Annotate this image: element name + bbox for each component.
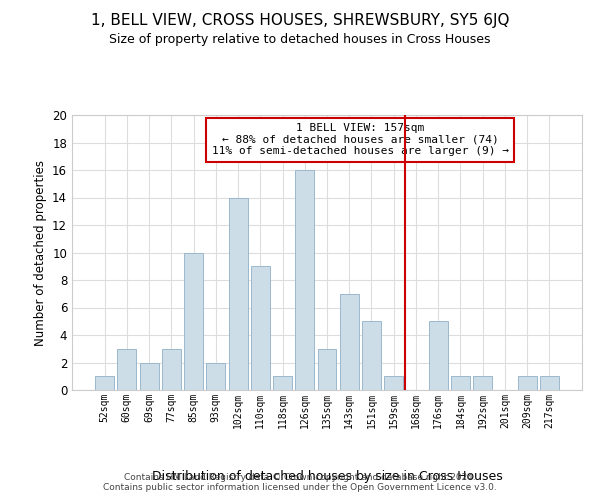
Text: Size of property relative to detached houses in Cross Houses: Size of property relative to detached ho… xyxy=(109,32,491,46)
Bar xyxy=(295,170,314,390)
Bar xyxy=(162,349,181,390)
Bar xyxy=(118,349,136,390)
X-axis label: Distribution of detached houses by size in Cross Houses: Distribution of detached houses by size … xyxy=(152,470,502,482)
Y-axis label: Number of detached properties: Number of detached properties xyxy=(34,160,47,346)
Bar xyxy=(317,349,337,390)
Bar xyxy=(95,376,114,390)
Bar xyxy=(451,376,470,390)
Bar xyxy=(140,362,158,390)
Bar xyxy=(518,376,536,390)
Bar xyxy=(340,294,359,390)
Text: Contains HM Land Registry data © Crown copyright and database right 2024.
Contai: Contains HM Land Registry data © Crown c… xyxy=(103,473,497,492)
Bar xyxy=(229,198,248,390)
Bar xyxy=(206,362,225,390)
Text: 1, BELL VIEW, CROSS HOUSES, SHREWSBURY, SY5 6JQ: 1, BELL VIEW, CROSS HOUSES, SHREWSBURY, … xyxy=(91,12,509,28)
Bar xyxy=(429,322,448,390)
Bar xyxy=(273,376,292,390)
Text: 1 BELL VIEW: 157sqm
← 88% of detached houses are smaller (74)
11% of semi-detach: 1 BELL VIEW: 157sqm ← 88% of detached ho… xyxy=(212,123,509,156)
Bar xyxy=(184,252,203,390)
Bar xyxy=(251,266,270,390)
Bar xyxy=(384,376,403,390)
Bar xyxy=(473,376,492,390)
Bar xyxy=(540,376,559,390)
Bar xyxy=(362,322,381,390)
